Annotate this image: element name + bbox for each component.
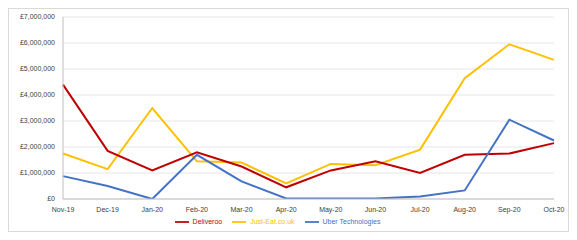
svg-text:Aug-20: Aug-20 (453, 206, 476, 214)
svg-text:Feb-20: Feb-20 (186, 206, 208, 213)
svg-text:£0: £0 (47, 195, 55, 202)
svg-text:Nov-19: Nov-19 (52, 206, 75, 213)
html-text:Uber Technologies: Uber Technologies (322, 217, 381, 225)
svg-text:£5,000,000: £5,000,000 (20, 65, 55, 72)
html-text:Deliveroo: Deliveroo (192, 217, 223, 225)
html-text:Just-Eat.co.uk: Just-Eat.co.uk (250, 217, 295, 225)
svg-text:£1,000,000: £1,000,000 (20, 169, 55, 176)
svg-text:£7,000,000: £7,000,000 (20, 13, 55, 20)
svg-text:£4,000,000: £4,000,000 (20, 91, 55, 98)
svg-text:May-20: May-20 (319, 206, 342, 214)
svg-text:£6,000,000: £6,000,000 (20, 39, 55, 46)
svg-text:Oct-20: Oct-20 (543, 206, 564, 213)
svg-text:Apr-20: Apr-20 (276, 206, 297, 214)
svg-text:£3,000,000: £3,000,000 (20, 117, 55, 124)
svg-text:Dec-19: Dec-19 (96, 206, 119, 213)
svg-text:Jul-20: Jul-20 (411, 206, 430, 213)
svg-text:Jun-20: Jun-20 (365, 206, 387, 213)
svg-text:Mar-20: Mar-20 (230, 206, 252, 213)
svg-text:Sep-20: Sep-20 (498, 206, 521, 214)
svg-text:Jan-20: Jan-20 (142, 206, 164, 213)
svg-text:£2,000,000: £2,000,000 (20, 143, 55, 150)
